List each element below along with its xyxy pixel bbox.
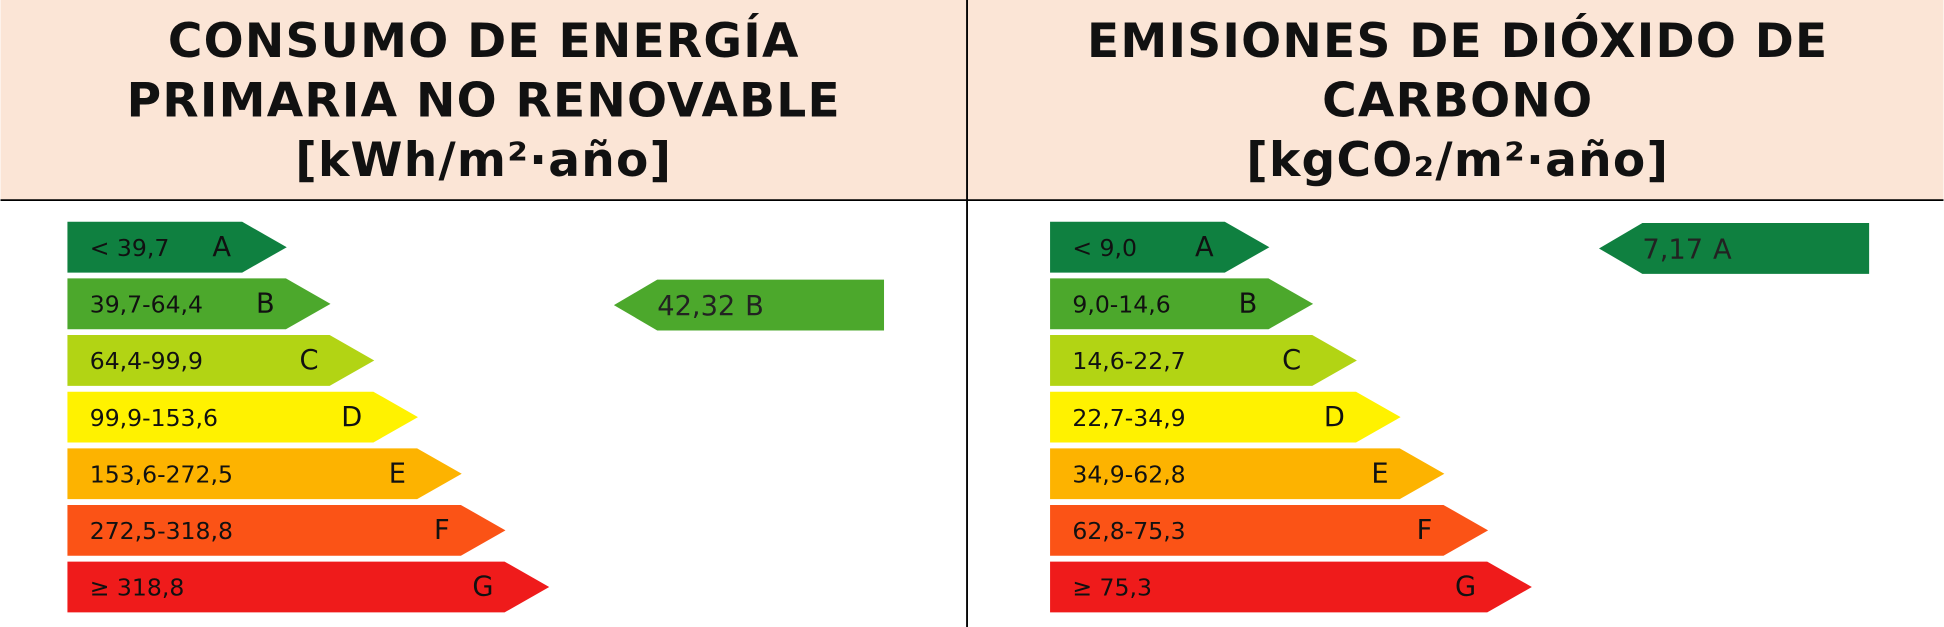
rating-label: 42,32 B bbox=[657, 291, 764, 322]
band-range: 272,5-318,8 bbox=[90, 517, 233, 545]
band-range: < 9,0 bbox=[1072, 234, 1137, 262]
band-range: 153,6-272,5 bbox=[90, 460, 233, 488]
rating-value: 42,32 bbox=[657, 291, 735, 322]
rating-label: 7,17 A bbox=[1642, 234, 1732, 265]
energy-band bbox=[1050, 278, 1314, 330]
band-range: 34,9-62,8 bbox=[1072, 460, 1185, 488]
energy-band bbox=[67, 561, 550, 613]
energy-band bbox=[1050, 448, 1445, 500]
rating-indicator bbox=[1599, 223, 1870, 274]
unit-label: [kWh/m²·año] bbox=[295, 133, 672, 188]
band-letter: A bbox=[212, 232, 231, 263]
header-background bbox=[0, 0, 1944, 200]
band-letter: C bbox=[1282, 345, 1301, 376]
rating-letter: B bbox=[745, 291, 764, 322]
energy-band bbox=[1050, 221, 1270, 273]
title-line: PRIMARIA NO RENOVABLE bbox=[127, 73, 841, 128]
energy-band bbox=[67, 391, 418, 443]
band-range: 22,7-34,9 bbox=[1072, 404, 1185, 432]
energy-band bbox=[1050, 561, 1532, 613]
title-line: CARBONO bbox=[1322, 73, 1593, 128]
rating-indicator bbox=[613, 279, 885, 331]
band-range: < 39,7 bbox=[90, 234, 170, 262]
band-range: 14,6-22,7 bbox=[1072, 347, 1185, 375]
energy-band bbox=[1050, 504, 1489, 556]
band-letter: E bbox=[389, 458, 406, 489]
band-range: 99,9-153,6 bbox=[90, 404, 218, 432]
band-letter: F bbox=[434, 515, 450, 546]
title-line: CONSUMO DE ENERGÍA bbox=[168, 14, 800, 69]
band-range: ≥ 75,3 bbox=[1072, 574, 1152, 602]
energy-band bbox=[67, 278, 331, 330]
band-letter: G bbox=[472, 572, 493, 603]
energy-band bbox=[1050, 335, 1357, 386]
energy-band bbox=[67, 504, 506, 556]
band-range: 9,0-14,6 bbox=[1072, 291, 1170, 319]
band-letter: D bbox=[341, 402, 362, 433]
energy-band bbox=[67, 448, 462, 500]
band-range: 64,4-99,9 bbox=[90, 347, 203, 375]
energy-band bbox=[67, 335, 375, 386]
band-range: 62,8-75,3 bbox=[1072, 517, 1185, 545]
band-letter: F bbox=[1417, 515, 1433, 546]
band-letter: E bbox=[1371, 458, 1388, 489]
unit-label: [kgCO₂/m²·año] bbox=[1246, 133, 1669, 188]
energy-band bbox=[67, 221, 287, 273]
band-letter: A bbox=[1195, 232, 1214, 263]
band-letter: B bbox=[1239, 289, 1258, 320]
band-letter: G bbox=[1455, 572, 1476, 603]
title-line: EMISIONES DE DIÓXIDO DE bbox=[1087, 14, 1828, 69]
band-letter: C bbox=[299, 345, 318, 376]
band-letter: D bbox=[1324, 402, 1345, 433]
rating-letter: A bbox=[1713, 234, 1732, 265]
energy-band bbox=[1050, 391, 1401, 443]
band-range: ≥ 318,8 bbox=[90, 574, 185, 602]
band-range: 39,7-64,4 bbox=[90, 291, 203, 319]
band-letter: B bbox=[256, 289, 275, 320]
rating-value: 7,17 bbox=[1642, 234, 1703, 265]
